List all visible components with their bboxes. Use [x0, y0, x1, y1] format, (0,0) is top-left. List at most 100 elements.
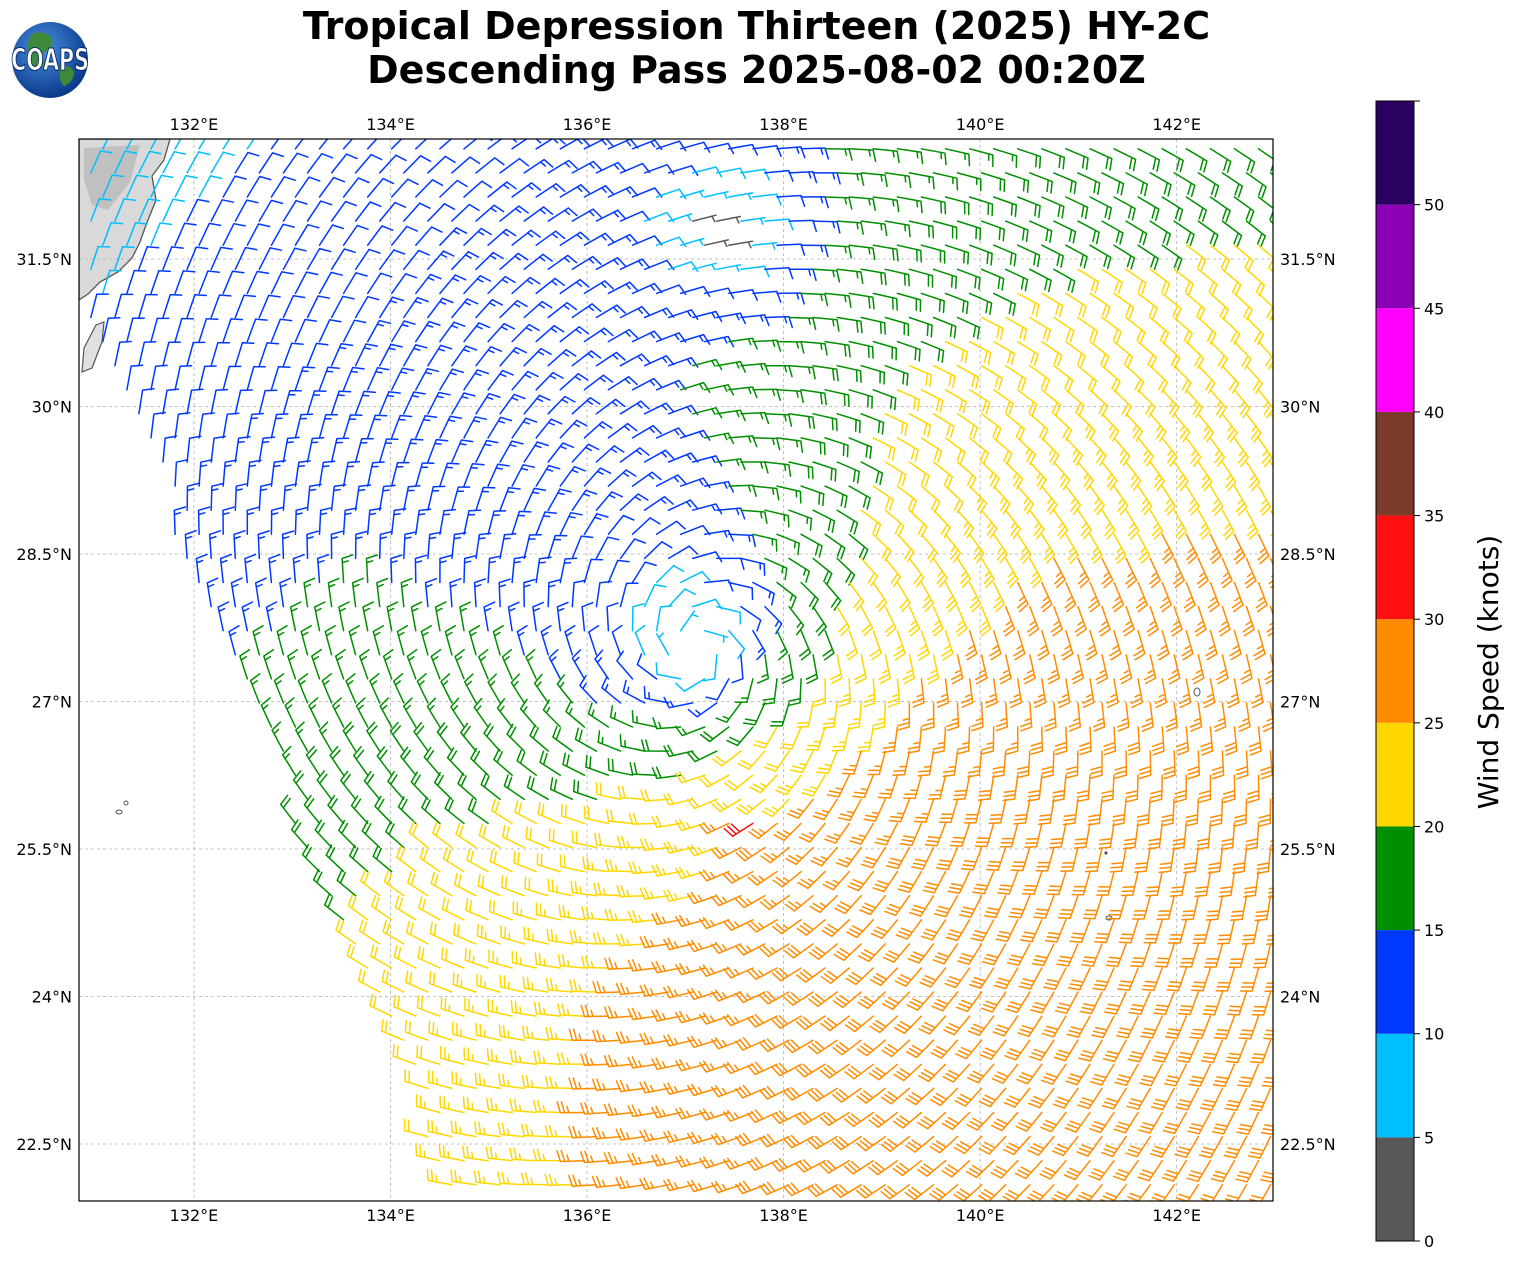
wind-barb	[1125, 557, 1138, 589]
wind-barb	[936, 678, 950, 708]
wind-barb	[856, 726, 875, 753]
wind-barb	[444, 797, 465, 825]
wind-barb	[740, 509, 768, 524]
lat-tick-label-left: 24°N	[32, 987, 72, 1006]
wind-barb	[1149, 1184, 1175, 1201]
wind-barb	[1245, 220, 1267, 248]
wind-barb	[747, 1061, 778, 1076]
wind-barb	[1253, 629, 1266, 661]
wind-barb	[150, 317, 170, 343]
wind-barb	[1131, 894, 1151, 920]
wind-barb	[631, 709, 658, 728]
wind-barb	[372, 625, 384, 656]
wind-barb	[459, 601, 471, 632]
wind-barb	[698, 1012, 730, 1025]
wind-barb	[306, 342, 329, 367]
wind-barb	[568, 1174, 598, 1188]
wind-barb	[462, 1096, 489, 1114]
wind-barb	[1005, 991, 1031, 1014]
wind-barb	[552, 725, 574, 752]
wind-barb	[341, 554, 354, 584]
wind-barb	[908, 461, 930, 488]
wind-barb	[980, 557, 995, 588]
wind-barb	[603, 1054, 634, 1068]
wind-barb	[735, 991, 766, 1004]
wind-barb	[783, 1182, 814, 1197]
wind-barb	[485, 1146, 513, 1162]
wind-barb	[980, 461, 1000, 490]
wind-barb	[771, 1110, 802, 1125]
wind-barb	[403, 697, 417, 728]
wind-barb	[1280, 583, 1291, 612]
wind-barb	[354, 390, 377, 415]
wind-barb	[565, 700, 586, 728]
wind-barb	[102, 221, 124, 246]
wind-barb	[942, 750, 959, 778]
wind-barb	[234, 436, 251, 463]
wind-barb	[1089, 148, 1113, 171]
wind-barb	[475, 439, 499, 463]
wind-barb	[497, 1171, 525, 1186]
wind-barb	[1248, 1087, 1272, 1112]
colorbar-tick-label: 30	[1424, 610, 1444, 629]
wind-barb	[1241, 919, 1260, 945]
wind-barb	[790, 750, 814, 774]
wind-barb	[186, 294, 208, 319]
wind-barb	[1218, 870, 1236, 898]
wind-barb	[824, 822, 850, 844]
wind-barb	[583, 513, 609, 536]
wind-barb	[944, 437, 966, 464]
wind-barb	[788, 678, 802, 707]
wind-barb	[968, 581, 982, 613]
wind-barb	[475, 1022, 501, 1041]
wind-barb	[615, 982, 646, 996]
wind-barb	[403, 1118, 429, 1138]
wind-barb	[241, 601, 254, 632]
wind-barb	[943, 1015, 971, 1036]
wind-barb	[222, 412, 240, 439]
wind-barb	[597, 730, 622, 752]
wind-barb	[1173, 1184, 1200, 1201]
wind-barb	[314, 819, 333, 849]
wind-barb	[1098, 822, 1115, 850]
wind-barb	[290, 819, 309, 849]
wind-barb	[574, 727, 598, 752]
wind-barb	[1252, 943, 1272, 969]
wind-barb	[595, 161, 627, 174]
wind-barb	[1077, 172, 1101, 196]
wind-barb	[1169, 870, 1188, 897]
wind-barb	[944, 967, 971, 989]
wind-barb	[415, 415, 438, 439]
wind-barb	[1198, 1135, 1224, 1159]
wind-barb	[439, 179, 468, 198]
wind-barb	[1061, 629, 1074, 661]
wind-barb	[631, 377, 663, 391]
wind-barb	[361, 820, 381, 849]
wind-barb	[463, 1047, 489, 1066]
lat-tick-label-right: 30°N	[1280, 397, 1320, 416]
wind-barb	[836, 509, 859, 535]
wind-barb	[222, 175, 247, 198]
wind-barb	[568, 1077, 598, 1090]
wind-barb	[234, 294, 257, 319]
wind-barb	[1041, 389, 1062, 417]
wind-barb	[1106, 678, 1119, 709]
wind-barb	[1029, 413, 1049, 441]
wind-barb	[710, 989, 742, 1002]
wind-barb	[771, 1062, 802, 1077]
wind-barb	[1040, 581, 1053, 613]
wind-barb	[770, 702, 790, 727]
wind-barb	[1112, 581, 1125, 613]
wind-barb	[747, 919, 778, 933]
wind-barb	[544, 1124, 574, 1138]
wind-barb	[1231, 846, 1248, 874]
wind-barb	[1004, 557, 1019, 589]
wind-barb	[902, 654, 916, 685]
wind-barb	[1245, 172, 1267, 199]
wind-barb	[318, 721, 333, 752]
wind-barb	[1077, 413, 1096, 442]
wind-barb	[306, 483, 322, 511]
wind-barb	[941, 1159, 971, 1178]
wind-barb	[114, 245, 135, 271]
wind-barb	[510, 673, 525, 704]
